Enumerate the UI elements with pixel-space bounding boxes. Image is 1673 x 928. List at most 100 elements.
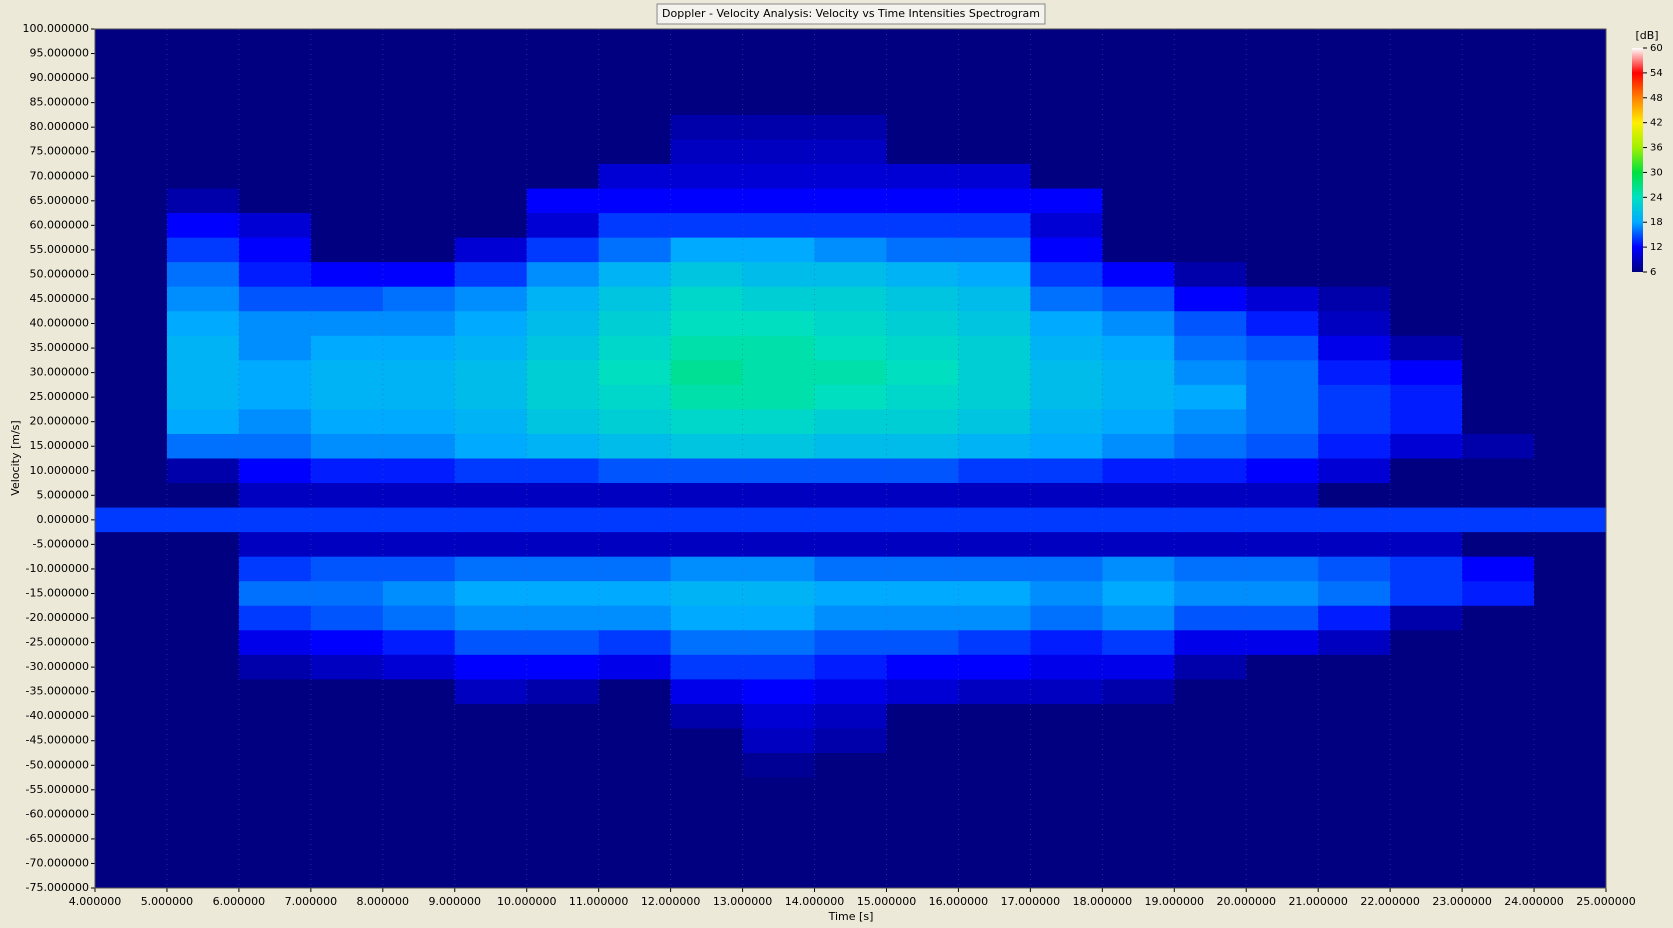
- heat-cell: [742, 605, 816, 631]
- heat-cell: [1174, 213, 1247, 239]
- heat-cell: [814, 753, 887, 779]
- heat-cell: [95, 163, 168, 190]
- heat-cell: [1102, 29, 1175, 42]
- heat-cell: [1534, 605, 1606, 631]
- heat-cell: [454, 335, 528, 361]
- heat-cell: [454, 605, 528, 631]
- heat-cell: [598, 630, 672, 656]
- heat-cell: [1030, 654, 1103, 680]
- heat-cell: [382, 483, 456, 509]
- heat-cell: [814, 213, 887, 239]
- heat-cell: [598, 29, 672, 42]
- heat-cell: [95, 483, 168, 509]
- heat-cell: [886, 802, 959, 828]
- heat-cell: [742, 532, 816, 558]
- heat-cell: [1318, 679, 1391, 705]
- heat-cell: [1318, 581, 1391, 607]
- heat-cell: [166, 433, 240, 459]
- heat-cell: [1390, 188, 1463, 214]
- heat-cell: [742, 139, 816, 165]
- heat-cell: [1462, 802, 1535, 828]
- heat-cell: [310, 875, 384, 888]
- heat-cell: [598, 507, 672, 533]
- heat-cell: [742, 654, 816, 680]
- heat-cell: [166, 311, 240, 337]
- heat-cell: [1318, 851, 1391, 877]
- heat-cell: [1030, 65, 1103, 91]
- y-tick-label: 20.000000: [30, 415, 90, 428]
- heat-cell: [814, 335, 887, 361]
- heat-cell: [95, 409, 168, 435]
- heat-cell: [814, 875, 887, 888]
- heat-cell: [454, 483, 528, 509]
- heat-cell: [526, 29, 600, 42]
- heat-cell: [238, 507, 312, 533]
- heat-cell: [1534, 163, 1606, 190]
- title-box: [656, 3, 1046, 25]
- heat-cell: [958, 360, 1031, 386]
- heat-cell: [1462, 532, 1535, 558]
- heat-cell: [1534, 286, 1606, 312]
- heat-cell: [1246, 262, 1319, 288]
- heat-cell: [310, 433, 384, 459]
- heat-cell: [238, 90, 312, 116]
- heat-cell: [1462, 237, 1535, 263]
- heat-cell: [598, 41, 672, 67]
- heat-cell: [1534, 802, 1606, 828]
- heat-cell: [1246, 605, 1319, 631]
- heat-cell: [310, 826, 384, 852]
- heat-cell: [1030, 826, 1103, 852]
- heat-cell: [886, 826, 959, 852]
- heat-cell: [238, 65, 312, 91]
- heat-cell: [1174, 654, 1247, 680]
- heat-cell: [670, 360, 744, 386]
- heat-cell: [238, 826, 312, 852]
- y-tick-label: 60.000000: [30, 218, 90, 231]
- heat-cell: [814, 826, 887, 852]
- heat-cell: [1534, 654, 1606, 680]
- heat-cell: [1030, 581, 1103, 607]
- heat-cell: [1390, 654, 1463, 680]
- heat-cell: [1246, 679, 1319, 705]
- y-tick-label: 100.000000: [23, 22, 89, 35]
- y-tick-label: 50.000000: [30, 267, 90, 280]
- heat-cell: [382, 29, 456, 42]
- heat-cell: [598, 163, 672, 190]
- heat-cell: [1102, 114, 1175, 140]
- heat-cell: [1390, 802, 1463, 828]
- heat-cell: [526, 188, 600, 214]
- heat-cell: [1462, 41, 1535, 67]
- heat-cell: [1462, 384, 1535, 410]
- heat-cell: [886, 507, 959, 533]
- heat-cell: [1318, 433, 1391, 459]
- heat-cell: [310, 703, 384, 729]
- heat-cell: [1462, 851, 1535, 877]
- heat-cell: [382, 41, 456, 67]
- heat-cell: [238, 851, 312, 877]
- heat-cell: [166, 29, 240, 42]
- heat-cell: [742, 114, 816, 140]
- heat-cell: [1318, 458, 1391, 484]
- heat-cell: [1318, 409, 1391, 435]
- heat-cell: [95, 507, 168, 533]
- heat-cell: [310, 188, 384, 214]
- heat-cell: [1390, 237, 1463, 263]
- heat-cell: [382, 851, 456, 877]
- heat-cell: [310, 483, 384, 509]
- heat-cell: [1534, 483, 1606, 509]
- heat-cell: [886, 875, 959, 888]
- heat-cell: [958, 384, 1031, 410]
- heat-cell: [1030, 777, 1103, 803]
- heat-cell: [1246, 654, 1319, 680]
- y-tick-label: 65.000000: [30, 194, 90, 207]
- heat-cell: [1390, 90, 1463, 116]
- heat-cell: [1102, 335, 1175, 361]
- heat-cell: [310, 851, 384, 877]
- colorbar-label: [dB]: [1635, 29, 1658, 42]
- heat-cell: [670, 188, 744, 214]
- heat-cell: [598, 433, 672, 459]
- heat-cell: [814, 163, 887, 190]
- heat-cell: [670, 139, 744, 165]
- heat-cell: [166, 458, 240, 484]
- heat-cell: [958, 335, 1031, 361]
